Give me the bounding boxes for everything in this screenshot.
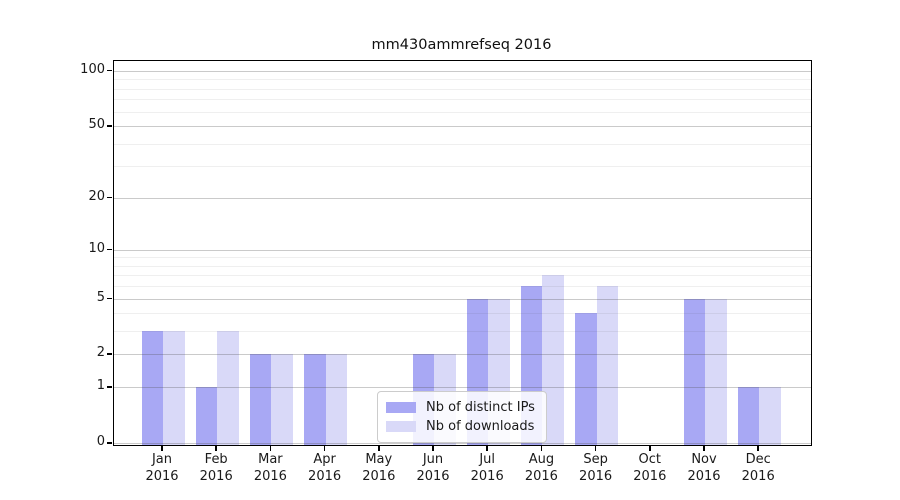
x-tick-mark-jan <box>161 445 163 451</box>
bar-downloads-sep <box>596 286 619 445</box>
x-tick-label-mar: Mar 2016 <box>253 452 287 484</box>
bar-distinct-ips-apr <box>304 354 326 445</box>
y-tick-mark-10 <box>107 248 112 251</box>
major-gridline-50 <box>114 126 811 128</box>
x-tick-mark-aug <box>540 445 543 451</box>
y-tick-label-100: 100 <box>80 61 105 77</box>
y-tick-label-10: 10 <box>88 240 105 256</box>
x-tick-label-feb: Feb 2016 <box>199 452 233 484</box>
bar-distinct-ips-jan <box>141 331 163 445</box>
legend-label-distinct-ips: Nb of distinct IPs <box>426 400 535 415</box>
minor-gridline-60 <box>114 111 811 113</box>
x-tick-label-aug: Aug 2016 <box>524 452 558 484</box>
bar-downloads-apr <box>325 354 348 445</box>
x-tick-mark-jul <box>486 445 488 451</box>
minor-gridline-6 <box>114 286 811 288</box>
x-tick-label-sep: Sep 2016 <box>579 452 613 484</box>
x-tick-mark-mar <box>269 445 272 451</box>
bar-downloads-aug <box>542 275 564 445</box>
x-tick-label-nov: Nov 2016 <box>687 452 721 484</box>
legend-item-distinct-ips: Nb of distinct IPs <box>386 398 538 417</box>
minor-gridline-40 <box>114 143 811 145</box>
legend-label-downloads: Nb of downloads <box>426 419 535 434</box>
bar-distinct-ips-sep <box>575 313 597 445</box>
y-tick-mark-2 <box>107 353 112 355</box>
legend-swatch-downloads <box>386 421 416 432</box>
bar-downloads-jan <box>163 331 185 445</box>
y-tick-label-0: 0 <box>96 434 105 449</box>
x-tick-mark-dec <box>757 445 759 451</box>
y-tick-label-50: 50 <box>88 117 105 133</box>
minor-gridline-70 <box>114 99 811 101</box>
y-tick-mark-5 <box>107 297 112 300</box>
x-tick-label-oct: Oct 2016 <box>633 452 667 484</box>
x-tick-mark-oct <box>649 445 651 451</box>
legend-swatch-distinct-ips <box>386 402 416 413</box>
y-tick-label-2: 2 <box>96 345 105 361</box>
minor-gridline-30 <box>114 166 811 168</box>
x-tick-mark-sep <box>594 445 597 451</box>
major-gridline-100 <box>114 70 811 72</box>
y-tick-mark-0 <box>107 442 112 444</box>
minor-gridline-8 <box>114 265 811 267</box>
plot-area <box>113 60 812 446</box>
bar-downloads-feb <box>217 331 239 445</box>
minor-gridline-90 <box>114 79 811 81</box>
x-tick-label-jul: Jul 2016 <box>470 452 504 484</box>
major-gridline-20 <box>114 197 811 199</box>
legend-item-downloads: Nb of downloads <box>386 417 538 436</box>
minor-gridline-9 <box>114 257 811 259</box>
y-tick-mark-1 <box>107 386 112 388</box>
bar-distinct-ips-nov <box>683 298 705 445</box>
y-tick-label-1: 1 <box>96 378 105 394</box>
x-tick-mark-apr <box>323 445 326 451</box>
x-tick-label-jan: Jan 2016 <box>145 452 179 484</box>
x-tick-label-jun: Jun 2016 <box>416 452 450 484</box>
x-tick-label-may: May 2016 <box>362 452 396 484</box>
x-tick-label-apr: Apr 2016 <box>308 452 342 484</box>
x-tick-mark-nov <box>703 445 705 451</box>
x-tick-label-dec: Dec 2016 <box>741 452 775 484</box>
y-tick-mark-100 <box>107 69 112 72</box>
bar-downloads-dec <box>759 387 781 445</box>
x-tick-mark-may <box>378 445 380 451</box>
bar-distinct-ips-mar <box>249 354 272 445</box>
minor-gridline-80 <box>114 88 811 90</box>
bar-downloads-nov <box>705 298 727 445</box>
bar-distinct-ips-feb <box>195 387 218 445</box>
minor-gridline-7 <box>114 275 811 277</box>
y-tick-label-20: 20 <box>88 188 105 204</box>
legend: Nb of distinct IPs Nb of downloads <box>377 391 547 443</box>
y-tick-label-5: 5 <box>96 289 105 305</box>
chart-title: mm430ammrefseq 2016 <box>371 37 552 53</box>
major-gridline-10 <box>114 249 811 251</box>
bar-downloads-mar <box>271 354 293 445</box>
x-tick-mark-feb <box>215 445 217 451</box>
bar-distinct-ips-dec <box>737 387 760 445</box>
y-tick-mark-20 <box>107 196 112 199</box>
x-tick-mark-jun <box>432 445 434 451</box>
y-tick-mark-50 <box>107 125 112 127</box>
